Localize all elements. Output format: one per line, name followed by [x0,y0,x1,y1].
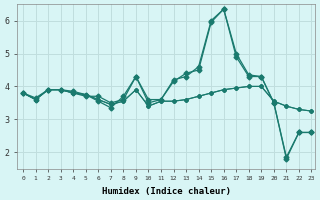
X-axis label: Humidex (Indice chaleur): Humidex (Indice chaleur) [101,187,230,196]
